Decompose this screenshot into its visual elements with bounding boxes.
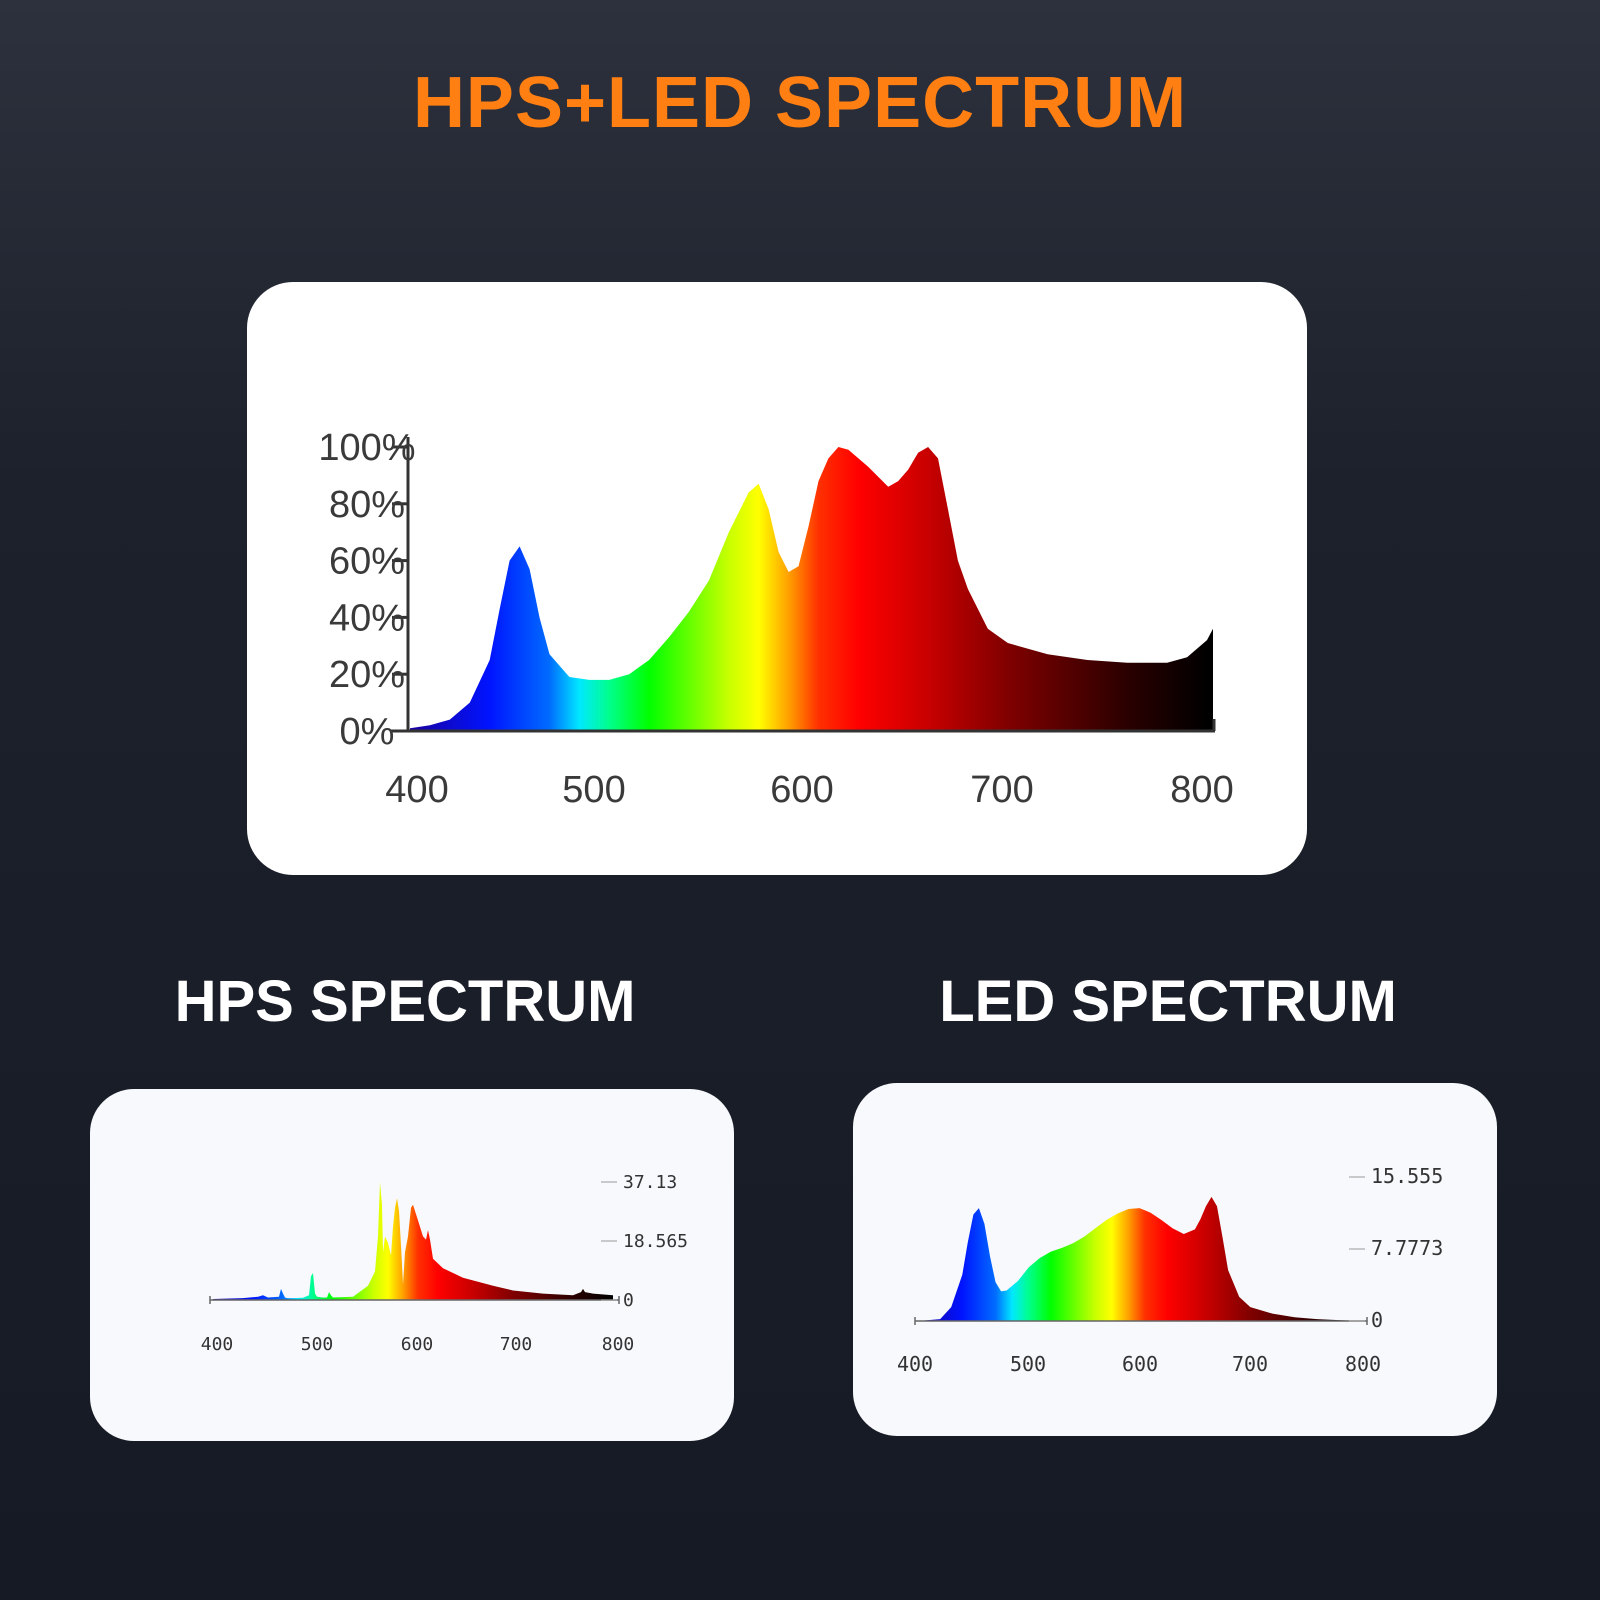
led-spectrum-card: 0 7.7773 15.555 400 500 600 700 800 — [853, 1083, 1497, 1436]
y-tick-label: 0 — [623, 1290, 634, 1311]
y-tick-label: 18.565 — [623, 1231, 688, 1252]
led-title: LED SPECTRUM — [939, 969, 1397, 1034]
x-tick-label: 600 — [401, 1334, 434, 1355]
y-tick-label: 40% — [329, 597, 405, 639]
y-tick-label: 15.555 — [1371, 1164, 1443, 1188]
x-tick-label: 800 — [602, 1334, 635, 1355]
x-tick-label: 700 — [500, 1334, 533, 1355]
hps-spectrum-chart: 0 18.565 37.13 400 500 600 700 800 — [201, 1172, 688, 1355]
hps-spectrum-card: 0 18.565 37.13 400 500 600 700 800 — [90, 1089, 734, 1441]
hps-title: HPS SPECTRUM — [174, 969, 636, 1034]
y-tick-label: 7.7773 — [1371, 1236, 1443, 1260]
x-tick-label: 600 — [770, 769, 833, 811]
x-tick-label: 700 — [970, 769, 1033, 811]
main-title: HPS+LED SPECTRUM — [412, 63, 1188, 143]
y-tick-label: 60% — [329, 541, 405, 583]
y-tick-label: 0% — [340, 711, 395, 753]
combined-spectrum-chart: 0% 20% 40% 60% 80% 100% 400 500 600 700 800 — [318, 427, 1233, 811]
x-tick-label: 700 — [1232, 1352, 1268, 1376]
y-tick-label: 20% — [329, 654, 405, 696]
spectrum-area — [918, 1196, 1361, 1321]
combined-spectrum-card: 0% 20% 40% 60% 80% 100% 400 500 600 700 800 — [247, 282, 1307, 875]
x-tick-label: 500 — [1010, 1352, 1046, 1376]
x-tick-label: 400 — [897, 1352, 933, 1376]
x-tick-label: 500 — [562, 769, 625, 811]
x-tick-label: 400 — [201, 1334, 234, 1355]
x-tick-label: 400 — [385, 769, 448, 811]
y-tick-label: 100% — [318, 427, 415, 469]
y-tick-label: 37.13 — [623, 1172, 677, 1193]
y-tick-label: 0 — [1371, 1308, 1383, 1332]
spectrum-area — [410, 447, 1213, 731]
x-tick-label: 800 — [1170, 769, 1233, 811]
spectrum-area — [213, 1182, 613, 1300]
x-tick-label: 600 — [1122, 1352, 1158, 1376]
y-tick-label: 80% — [329, 484, 405, 526]
x-tick-label: 800 — [1345, 1352, 1381, 1376]
led-spectrum-chart: 0 7.7773 15.555 400 500 600 700 800 — [897, 1164, 1443, 1376]
x-tick-label: 500 — [301, 1334, 334, 1355]
